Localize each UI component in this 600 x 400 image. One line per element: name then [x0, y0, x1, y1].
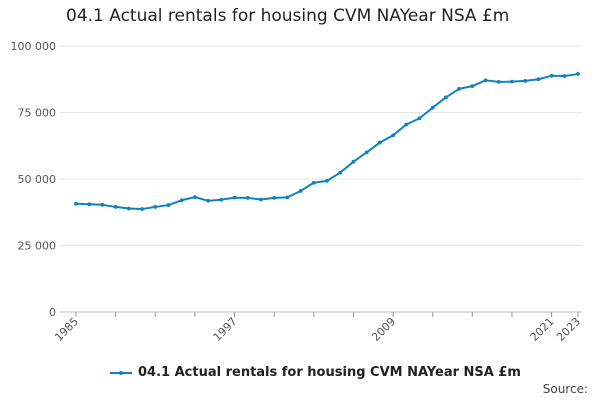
chart-title: 04.1 Actual rentals for housing CVM NAYe… — [66, 6, 510, 26]
data-point[interactable] — [457, 86, 462, 91]
data-point[interactable] — [113, 205, 118, 209]
data-point[interactable] — [364, 150, 369, 155]
x-tick-label: 2021 — [528, 315, 557, 344]
data-point[interactable] — [576, 72, 580, 76]
data-point[interactable] — [536, 77, 541, 82]
data-point[interactable] — [153, 205, 158, 209]
legend[interactable]: 04.1 Actual rentals for housing CVM NAYe… — [110, 365, 521, 380]
data-point[interactable] — [166, 203, 171, 207]
data-point[interactable] — [285, 195, 290, 200]
data-point[interactable] — [483, 78, 488, 83]
gridlines — [60, 45, 582, 313]
data-point[interactable] — [87, 202, 92, 207]
data-point[interactable] — [549, 73, 554, 78]
source-label: Source: — [542, 382, 588, 396]
data-point[interactable] — [259, 197, 263, 202]
x-tick-label: 1997 — [211, 315, 240, 344]
legend-label: 04.1 Actual rentals for housing CVM NAYe… — [138, 365, 521, 380]
data-point[interactable] — [417, 116, 422, 121]
data-point[interactable] — [562, 74, 567, 78]
x-tick-label: 2023 — [554, 315, 583, 344]
x-tick-label: 1985 — [52, 315, 81, 344]
y-tick-label: 100 000 — [11, 40, 57, 53]
x-tick-label: 2009 — [369, 315, 398, 344]
data-point[interactable] — [298, 189, 303, 193]
data-point[interactable] — [179, 198, 184, 203]
y-tick-label: 75 000 — [18, 107, 57, 120]
series-line[interactable] — [75, 72, 579, 211]
data-point[interactable] — [140, 207, 144, 211]
data-point[interactable] — [523, 78, 528, 83]
data-point[interactable] — [311, 180, 316, 185]
data-point[interactable] — [391, 133, 395, 138]
data-point[interactable] — [404, 122, 409, 127]
data-point[interactable] — [245, 195, 250, 200]
data-point[interactable] — [74, 201, 78, 206]
data-point[interactable] — [377, 140, 382, 145]
data-point[interactable] — [192, 195, 197, 199]
data-point[interactable] — [351, 159, 356, 164]
data-point[interactable] — [219, 197, 224, 202]
y-tick-label: 0 — [49, 306, 56, 319]
data-point[interactable] — [232, 195, 237, 200]
series-layer[interactable] — [74, 72, 580, 211]
legend-swatch-icon — [110, 366, 132, 380]
y-tick-label: 50 000 — [18, 173, 57, 186]
data-point[interactable] — [470, 84, 475, 89]
data-point[interactable] — [496, 80, 501, 84]
data-point[interactable] — [443, 95, 448, 100]
data-point[interactable] — [338, 170, 343, 175]
y-axis: 0 25 000 50 000 75 000 100 000 — [11, 40, 57, 319]
data-point[interactable] — [126, 206, 131, 211]
data-point[interactable] — [325, 178, 329, 183]
data-point[interactable] — [430, 105, 435, 110]
data-point[interactable] — [206, 198, 211, 203]
data-point[interactable] — [510, 79, 514, 84]
data-point[interactable] — [100, 202, 105, 207]
data-point[interactable] — [272, 195, 277, 200]
y-tick-label: 25 000 — [18, 240, 57, 253]
